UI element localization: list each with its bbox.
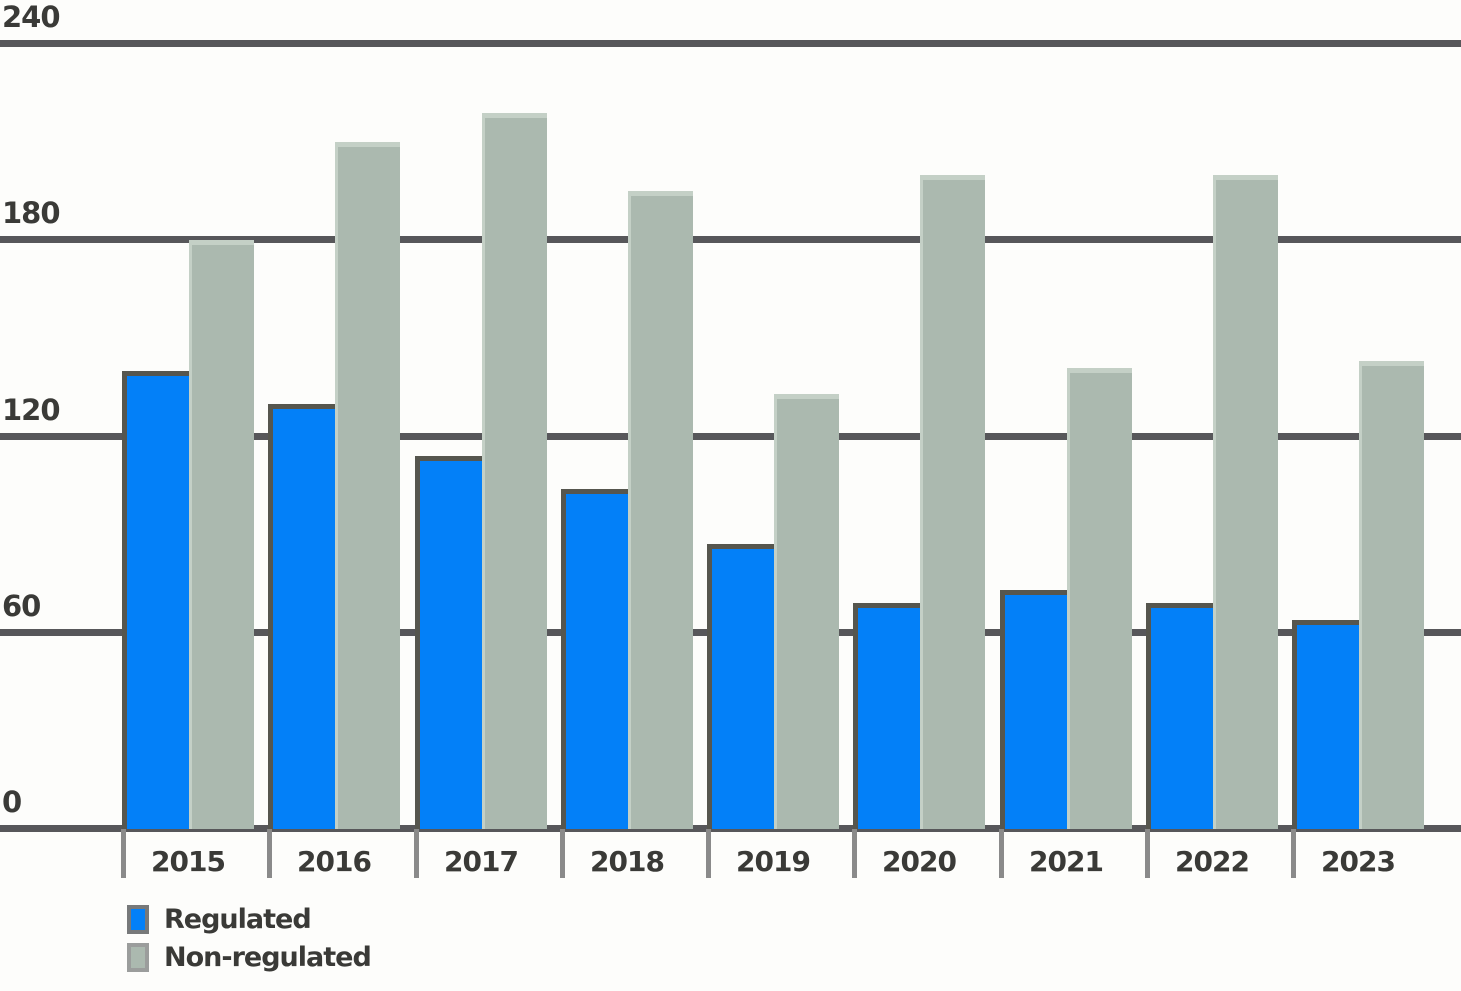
x-axis-tick: [1145, 829, 1150, 878]
y-axis-tick-label: 240: [2, 0, 61, 34]
legend-label-regulated: Regulated: [164, 904, 312, 935]
bar-non-regulated-2016: [335, 142, 400, 829]
bar-regulated-2015: [122, 371, 189, 829]
bar-regulated-2020: [853, 603, 920, 829]
bar-non-regulated-2023: [1359, 361, 1424, 829]
x-axis-tick: [121, 829, 126, 878]
bar-non-regulated-2015: [189, 240, 254, 829]
x-axis-category-label: 2023: [1321, 845, 1396, 878]
bar-non-regulated-2020: [920, 175, 985, 829]
y-axis-tick-label: 120: [2, 393, 61, 427]
bar-non-regulated-2022: [1213, 175, 1278, 829]
bar-non-regulated-2021: [1067, 368, 1132, 829]
x-axis-category-label: 2015: [151, 845, 226, 878]
legend-swatch-regulated: [127, 905, 149, 934]
bar-regulated-2018: [561, 489, 628, 829]
x-axis-tick: [560, 829, 565, 878]
x-axis-category-label: 2021: [1029, 845, 1104, 878]
x-axis-tick: [999, 829, 1004, 878]
y-axis-tick-label: 180: [2, 196, 61, 230]
x-axis-category-label: 2018: [590, 845, 665, 878]
legend-item-non-regulated: Non-regulated: [127, 942, 372, 973]
legend: Regulated Non-regulated: [127, 905, 372, 981]
legend-label-non-regulated: Non-regulated: [164, 942, 372, 973]
x-axis-category-label: 2017: [444, 845, 519, 878]
bar-non-regulated-2018: [628, 191, 693, 829]
x-axis-category-label: 2022: [1175, 845, 1250, 878]
legend-swatch-non-regulated: [127, 943, 149, 972]
x-axis-category-label: 2020: [882, 845, 957, 878]
bar-regulated-2021: [1000, 590, 1067, 829]
y-axis-tick-label: 0: [2, 785, 22, 819]
x-axis-tick: [852, 829, 857, 878]
bar-non-regulated-2017: [482, 113, 547, 829]
bar-regulated-2023: [1292, 620, 1359, 829]
x-axis-category-label: 2019: [736, 845, 811, 878]
x-axis-tick: [414, 829, 419, 878]
bar-regulated-2017: [415, 456, 482, 829]
legend-item-regulated: Regulated: [127, 905, 371, 934]
bar-regulated-2019: [707, 544, 774, 829]
gridline: [0, 236, 1461, 243]
x-axis-category-label: 2016: [297, 845, 372, 878]
bar-regulated-2016: [268, 404, 335, 829]
bar-non-regulated-2019: [774, 394, 839, 829]
y-axis-tick-label: 60: [2, 589, 41, 623]
gridline: [0, 433, 1461, 440]
bar-regulated-2022: [1146, 603, 1213, 829]
x-axis-tick: [267, 829, 272, 878]
gridline: [0, 40, 1461, 47]
x-axis-tick: [706, 829, 711, 878]
x-axis-tick: [1291, 829, 1296, 878]
